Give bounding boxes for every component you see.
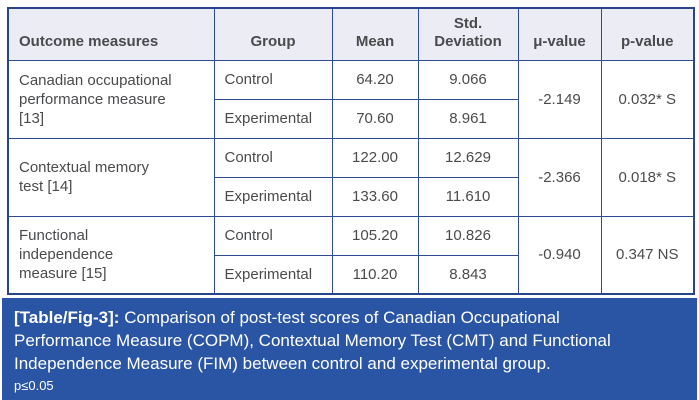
table-row: Experimental 70.60 8.961 bbox=[8, 98, 694, 139]
measure-label: Contextual memory test [14] bbox=[19, 159, 150, 195]
std-cell: 9.066 bbox=[417, 59, 519, 100]
col-header-std-deviation: Std. Deviation bbox=[417, 7, 519, 61]
group-cell: Experimental bbox=[213, 176, 333, 217]
group-cell: Experimental bbox=[213, 98, 333, 139]
p-value-cell: 0.347 NS bbox=[600, 215, 695, 295]
significance-note: p≤0.05 bbox=[14, 378, 54, 393]
p-value-cell: 0.018* S bbox=[600, 137, 695, 217]
measure-label: Functional independence measure [15] bbox=[19, 227, 114, 283]
group-cell: Control bbox=[213, 137, 333, 178]
measure-cell: Functional independence measure [15] bbox=[7, 215, 215, 295]
table-row: Experimental 110.20 8.843 bbox=[8, 254, 694, 295]
mu-value-cell: -0.940 bbox=[517, 215, 602, 295]
table-row: Functional independence measure [15] Con… bbox=[7, 215, 695, 295]
col-header-mean: Mean bbox=[331, 7, 419, 61]
caption-text: Comparison of post-test scores of Canadi… bbox=[14, 308, 611, 373]
caption-paragraph: [Table/Fig-3]: Comparison of post-test s… bbox=[14, 306, 634, 375]
std-cell: 10.826 bbox=[417, 215, 519, 256]
col-header-p-value: p-value bbox=[600, 7, 695, 61]
mean-cell: 70.60 bbox=[331, 98, 419, 139]
std-cell: 11.610 bbox=[417, 176, 519, 217]
col-header-outcome-measures: Outcome measures bbox=[7, 7, 215, 61]
measure-label: Canadian occupational performance measur… bbox=[19, 71, 172, 127]
mean-cell: 105.20 bbox=[331, 215, 419, 256]
mean-cell: 110.20 bbox=[331, 254, 419, 295]
group-cell: Control bbox=[213, 59, 333, 100]
group-cell: Experimental bbox=[213, 254, 333, 295]
results-table: Outcome measures Group Mean Std. Deviati… bbox=[7, 7, 695, 295]
std-cell: 12.629 bbox=[417, 137, 519, 178]
table-row: Canadian occupational performance measur… bbox=[7, 59, 695, 139]
mean-cell: 64.20 bbox=[331, 59, 419, 100]
measure-cell: Contextual memory test [14] bbox=[7, 137, 215, 217]
table-row: Contextual memory test [14] Control 122.… bbox=[7, 137, 695, 217]
std-cell: 8.961 bbox=[417, 98, 519, 139]
table-container: Outcome measures Group Mean Std. Deviati… bbox=[7, 7, 695, 295]
group-cell: Control bbox=[213, 215, 333, 256]
col-header-group: Group bbox=[213, 7, 333, 61]
table-row: Experimental 133.60 11.610 bbox=[8, 176, 694, 217]
measure-cell: Canadian occupational performance measur… bbox=[7, 59, 215, 139]
caption-label: [Table/Fig-3]: bbox=[14, 308, 120, 327]
header-row: Outcome measures Group Mean Std. Deviati… bbox=[7, 7, 695, 61]
std-cell: 8.843 bbox=[417, 254, 519, 295]
mean-cell: 122.00 bbox=[331, 137, 419, 178]
col-header-mu-value: μ-value bbox=[517, 7, 602, 61]
mean-cell: 133.60 bbox=[331, 176, 419, 217]
p-value-cell: 0.032* S bbox=[600, 59, 695, 139]
mu-value-cell: -2.366 bbox=[517, 137, 602, 217]
mu-value-cell: -2.149 bbox=[517, 59, 602, 139]
table-caption: [Table/Fig-3]: Comparison of post-test s… bbox=[2, 298, 697, 400]
